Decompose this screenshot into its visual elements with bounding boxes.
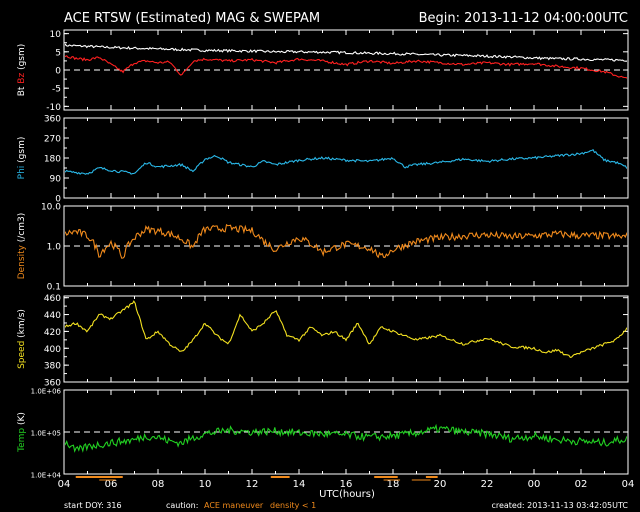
series-speed bbox=[65, 300, 627, 359]
series-line-temp bbox=[65, 423, 627, 453]
y-tick-label-phi: 360 bbox=[44, 115, 61, 125]
begin-time: Begin: 2013-11-12 04:00:00UTC bbox=[419, 11, 628, 26]
series-line-bz bbox=[65, 55, 627, 79]
y-tick-label-phi: 270 bbox=[44, 135, 61, 145]
panel-speed: 460 440 420 400 380 360 Speed (km/s) bbox=[17, 294, 629, 389]
panel-phi: 360 270 180 90 0 Phi (gsm) bbox=[17, 115, 629, 205]
y-tick-label-speed: 400 bbox=[44, 345, 61, 355]
caution-density: density < 1 bbox=[270, 501, 316, 510]
y-tick-label-speed: 380 bbox=[44, 362, 61, 372]
y-tick-label-mag: 0 bbox=[55, 67, 61, 77]
x-tick-label: 18 bbox=[387, 479, 400, 490]
y-axis-label-phi: Phi (gsm) bbox=[17, 137, 27, 180]
y-axis-label-mag: Bt Bz (gsm) bbox=[17, 44, 27, 97]
x-tick-label: 10 bbox=[199, 479, 212, 490]
y-axis-label-part: (gsm) bbox=[17, 137, 27, 166]
y-axis-label-temp: Temp (K) bbox=[17, 412, 27, 453]
y-tick-label-density: 0.1 bbox=[47, 283, 61, 293]
y-axis-label-part: Bz bbox=[17, 73, 27, 87]
y-tick-label-speed: 440 bbox=[44, 311, 61, 321]
y-axis-label-part: Temp bbox=[17, 428, 27, 453]
x-tick-label: 16 bbox=[340, 479, 353, 490]
x-tick-label: 06 bbox=[105, 479, 118, 490]
y-tick-label-temp: 1.0E+04 bbox=[31, 472, 62, 480]
y-tick-label-temp: 1.0E+06 bbox=[31, 388, 62, 396]
panel-density: 10.0 1.0 0.1 Density (/cm3) bbox=[17, 203, 629, 293]
y-tick-label-speed: 460 bbox=[44, 294, 61, 304]
x-tick-label: 04 bbox=[622, 479, 635, 490]
y-tick-label-phi: 0 bbox=[55, 195, 61, 205]
y-tick-label-phi: 180 bbox=[44, 155, 61, 165]
y-axis-label-density: Density (/cm3) bbox=[17, 213, 27, 280]
y-tick-label-speed: 360 bbox=[44, 379, 61, 389]
caution-label: caution: bbox=[166, 501, 198, 510]
x-tick-label: 02 bbox=[575, 479, 588, 490]
chart-panels: 10 5 0 -5 -10 Bt Bz (gsm) 360 270 180 90 0 Phi (gsm… bbox=[17, 29, 629, 480]
series-bz bbox=[65, 55, 627, 79]
series-line-phi bbox=[65, 149, 627, 175]
y-tick-label-temp: 1.0E+05 bbox=[31, 430, 61, 438]
y-axis-label-part: (gsm) bbox=[17, 44, 27, 73]
x-tick-label: 08 bbox=[152, 479, 165, 490]
y-tick-label-phi: 90 bbox=[50, 175, 62, 185]
y-axis-label-part: (km/s) bbox=[17, 309, 27, 341]
series-bt bbox=[65, 43, 627, 62]
series-line-bt bbox=[65, 43, 627, 62]
x-tick-label: 04 bbox=[58, 479, 71, 490]
y-axis-label-part: Density bbox=[17, 244, 27, 279]
x-axis-label: UTC(hours) bbox=[319, 489, 375, 500]
y-axis-label-part: Bt bbox=[17, 86, 27, 96]
y-tick-label-speed: 420 bbox=[44, 328, 61, 338]
x-tick-label: 00 bbox=[528, 479, 541, 490]
x-tick-label: 20 bbox=[434, 479, 447, 490]
chart-title: ACE RTSW (Estimated) MAG & SWEPAM bbox=[64, 11, 320, 26]
y-axis-label-part: (K) bbox=[17, 412, 27, 428]
x-tick-label: 12 bbox=[246, 479, 259, 490]
series-phi bbox=[65, 149, 627, 175]
y-tick-label-mag: -10 bbox=[46, 103, 61, 113]
y-tick-label-density: 10.0 bbox=[41, 203, 61, 213]
y-tick-label-mag: 10 bbox=[50, 30, 62, 40]
series-line-speed bbox=[65, 300, 627, 359]
y-tick-label-density: 1.0 bbox=[47, 243, 62, 253]
y-axis-label-part: Phi bbox=[17, 166, 27, 180]
x-axis: 04 06 08 10 12 14 16 18 20 22 00 02 04 bbox=[58, 476, 635, 490]
x-tick-label: 22 bbox=[481, 479, 494, 490]
series-density bbox=[65, 223, 627, 259]
series-temp bbox=[65, 423, 627, 453]
created-time: created: 2013-11-13 03:42:05UTC bbox=[491, 501, 628, 510]
x-tick-label: 14 bbox=[293, 479, 306, 490]
y-axis-label-speed: Speed (km/s) bbox=[17, 309, 27, 369]
panel-temp: 1.0E+06 1.0E+05 1.0E+04 Temp (K) bbox=[17, 388, 629, 480]
series-line-density bbox=[65, 223, 627, 259]
caution-maneuver: ACE maneuver bbox=[204, 501, 264, 510]
start-doy: start DOY: 316 bbox=[64, 501, 122, 510]
y-axis-label-part: (/cm3) bbox=[17, 213, 27, 245]
y-axis-label-part: Speed bbox=[17, 341, 27, 369]
panel-mag: 10 5 0 -5 -10 Bt Bz (gsm) bbox=[17, 29, 629, 113]
y-tick-label-mag: 5 bbox=[55, 48, 61, 58]
y-tick-label-mag: -5 bbox=[52, 85, 61, 95]
